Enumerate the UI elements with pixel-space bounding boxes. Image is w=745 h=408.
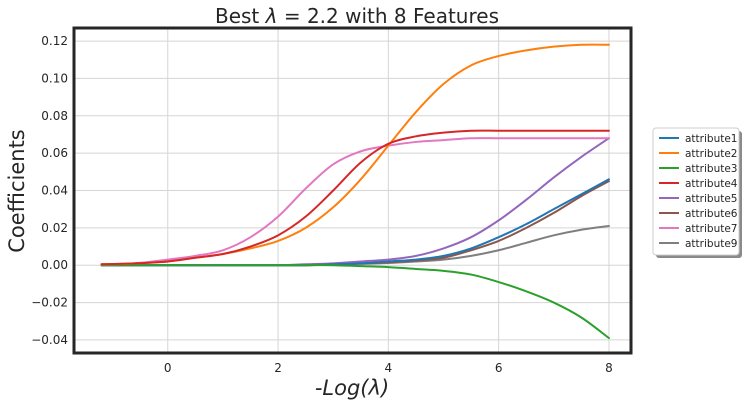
y-axis-label: Coefficients	[5, 129, 29, 253]
chart-title: Best λ = 2.2 with 8 Features	[215, 4, 499, 28]
x-axis-label: -Log(λ)	[315, 376, 389, 400]
y-tick-label: 0.12	[41, 34, 68, 48]
series-line-attribute7	[100, 137, 610, 266]
series-line-attribute5	[100, 137, 610, 267]
x-tick-label: 2	[274, 361, 282, 375]
legend-label-attribute9: attribute9	[685, 238, 737, 250]
legend-label-attribute5: attribute5	[685, 193, 737, 205]
y-tick-label: 0.02	[41, 221, 68, 235]
series-lines	[100, 43, 610, 340]
y-tick-label: −0.04	[31, 333, 68, 347]
legend: attribute1 attribute2 attribute3 attribute4…	[652, 127, 742, 258]
y-tick-label: 0.10	[41, 71, 68, 85]
y-tick-label: 0.00	[41, 258, 68, 272]
x-tick-label: 0	[164, 361, 172, 375]
y-tick-label: 0.06	[41, 146, 68, 160]
series-line-attribute3	[100, 264, 610, 340]
plot-frame	[72, 26, 633, 355]
series-line-attribute4	[100, 129, 610, 266]
legend-label-attribute1: attribute1	[685, 133, 737, 145]
y-tick-label: −0.02	[31, 296, 68, 310]
y-tick-label: 0.04	[41, 184, 68, 198]
legend-label-attribute6: attribute6	[685, 208, 738, 220]
legend-label-attribute2: attribute2	[685, 148, 737, 160]
series-line-attribute1	[100, 178, 610, 267]
series-line-attribute2	[100, 43, 610, 266]
x-tick-label: 6	[495, 361, 503, 375]
legend-label-attribute7: attribute7	[685, 223, 737, 235]
tick-labels: 0 2 4 6 8 −0.04 −0.02 0.00 0.02 0.04 0.06 0.08 0.10 0…	[31, 34, 613, 375]
x-tick-label: 8	[605, 361, 613, 375]
y-tick-label: 0.08	[41, 109, 68, 123]
legend-label-attribute3: attribute3	[685, 163, 737, 175]
legend-box	[652, 127, 740, 256]
x-tick-label: 4	[385, 361, 393, 375]
grid-lines	[74, 28, 631, 353]
legend-label-attribute4: attribute4	[685, 178, 738, 190]
